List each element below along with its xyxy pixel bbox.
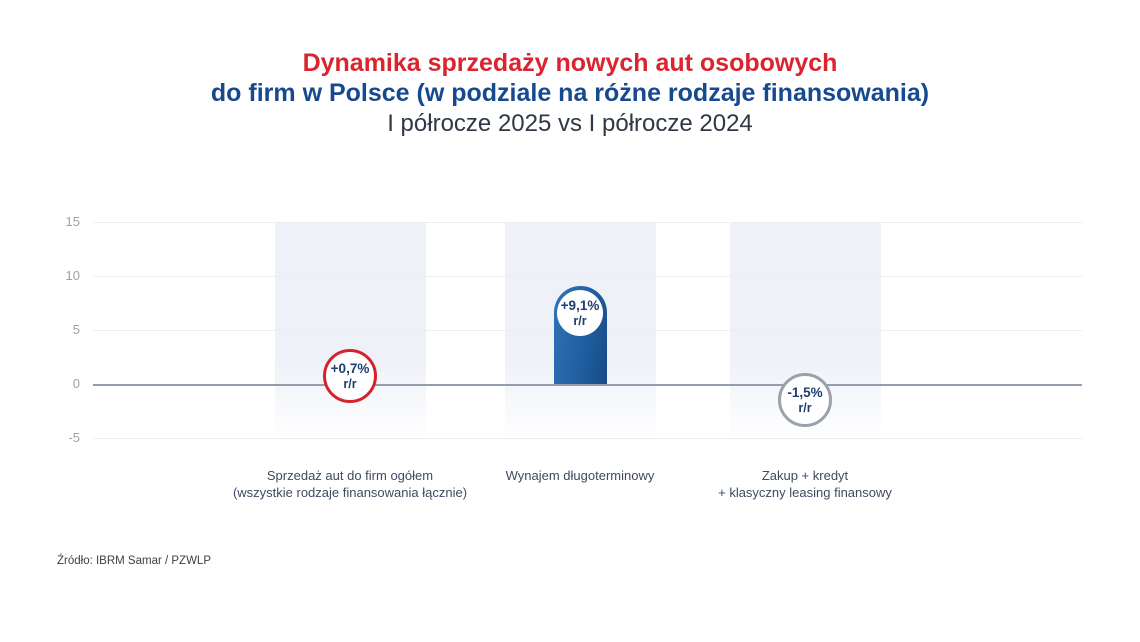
category-label: Zakup + kredyt + klasyczny leasing finans… (625, 467, 985, 501)
category-label-line: + klasyczny leasing finansowy (718, 485, 892, 500)
y-tick-label: -5 (68, 430, 80, 445)
category-label: Sprzedaż aut do firm ogółem (wszystkie ro… (170, 467, 530, 501)
category-label-line: (wszystkie rodzaje finansowania łącznie) (232, 485, 468, 500)
y-gridline (93, 438, 1082, 439)
category-label-line: Wynajem długoterminowy (505, 468, 655, 483)
value-marker-circle: +0,7% r/r (323, 349, 377, 404)
y-gridline (93, 276, 1082, 277)
y-tick-label: 0 (72, 376, 80, 391)
value-label: +0,7% (330, 360, 370, 376)
chart-title-line2: do firm w Polsce (w podziale na różne ro… (210, 79, 930, 107)
y-tick-label: 10 (65, 268, 80, 283)
value-sublabel: r/r (798, 400, 812, 415)
category-label: Wynajem długoterminowy (400, 467, 760, 484)
value-label: +9,1% (560, 297, 600, 313)
value-sublabel: r/r (343, 376, 357, 391)
value-marker-circle: -1,5% r/r (778, 373, 832, 428)
value-label: -1,5% (787, 384, 823, 400)
chart-title-line1: Dynamika sprzedaży nowych aut osobowych (302, 49, 838, 77)
y-tick-label: 5 (72, 322, 80, 337)
y-gridline (93, 222, 1082, 223)
category-label-line: Sprzedaż aut do firm ogółem (266, 468, 434, 483)
y-tick-label: 15 (65, 214, 80, 229)
chart-header: Dynamika sprzedaży nowych aut osobowych … (0, 48, 1140, 139)
category-band (274, 222, 426, 442)
value-sublabel: r/r (573, 313, 587, 328)
zero-gridline (93, 384, 1082, 386)
chart-subtitle: I półrocze 2025 vs I półrocze 2024 (387, 110, 753, 137)
bar-value-badge: +9,1% r/r (557, 290, 603, 337)
category-label-line: Zakup + kredyt (761, 468, 849, 483)
source-note: Źródło: IBRM Samar / PZWLP (57, 555, 212, 567)
